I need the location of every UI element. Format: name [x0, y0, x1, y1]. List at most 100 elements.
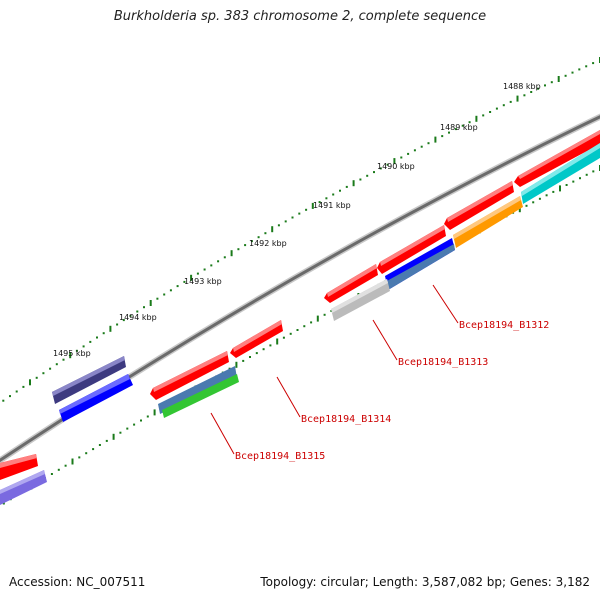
inner-track-major-tick	[153, 409, 156, 416]
outer-track-dot	[82, 345, 85, 348]
outer-track-dot	[62, 358, 65, 361]
gene-block-upper-1[interactable]	[444, 181, 514, 230]
outer-track-dot	[585, 65, 588, 68]
gene-block-upper-4[interactable]	[230, 320, 283, 358]
gene-block-upper-5[interactable]	[150, 351, 229, 400]
outer-track-dot	[291, 216, 294, 219]
inner-track-dot	[310, 321, 313, 324]
outer-track-dot	[196, 272, 199, 275]
inner-track-dot	[50, 473, 53, 475]
gene-block-lower-left[interactable]	[0, 470, 47, 505]
inner-track-dot	[242, 359, 245, 362]
outer-track-dot	[544, 84, 546, 87]
outer-track-dot	[530, 91, 533, 93]
outer-track-dot	[448, 131, 450, 134]
inner-track-dot	[262, 348, 265, 351]
inner-track-dot	[545, 194, 548, 197]
outer-track-dot	[2, 399, 5, 402]
outer-track-major-tick	[69, 352, 72, 359]
outer-track-dot	[264, 232, 267, 235]
leader-line-b1312	[432, 284, 459, 324]
inner-track-dot	[525, 204, 528, 207]
gene-label-b1315[interactable]: Bcep18194_B1315	[235, 451, 325, 462]
outer-track-dot	[35, 376, 38, 379]
outer-track-major-tick	[230, 250, 233, 257]
outer-track-dot	[489, 111, 492, 113]
outer-track-dot	[89, 340, 92, 343]
outer-track-major-tick	[516, 95, 519, 102]
outer-track-dot	[210, 264, 213, 267]
gene-block-upper-right[interactable]	[514, 130, 600, 187]
gene-block-lower-blue-2[interactable]	[59, 374, 133, 422]
outer-track-major-tick	[434, 136, 437, 143]
outer-track-dot	[339, 189, 341, 192]
outer-track-dot	[102, 332, 105, 335]
gene-block-lower-blue-1[interactable]	[385, 238, 455, 290]
gene-label-b1314[interactable]: Bcep18194_B1314	[301, 414, 391, 425]
outer-track-dot	[550, 81, 553, 84]
gene-block-lower-cyan[interactable]	[521, 143, 600, 204]
inner-track-dot	[119, 431, 122, 434]
inner-track-major-tick	[559, 185, 561, 192]
gene-block-lower-grey[interactable]	[331, 279, 390, 321]
inner-track-dot	[323, 313, 326, 316]
outer-track-dot	[407, 152, 410, 155]
inner-track-major-tick	[276, 338, 279, 345]
outer-track-dot	[223, 256, 226, 259]
outer-track-dot	[96, 336, 98, 339]
inner-track-dot	[572, 180, 575, 183]
inner-track-dot	[133, 423, 136, 426]
accession-label: Accession: NC_007511	[9, 575, 146, 589]
outer-track-major-tick	[149, 300, 152, 306]
outer-track-major-tick	[475, 115, 478, 122]
outer-track-dot	[156, 297, 159, 300]
inner-track-dot	[296, 329, 299, 331]
inner-track-dot	[146, 415, 149, 418]
outer-track-dot	[136, 310, 139, 313]
tick-label-1489: 1489 kbp	[440, 123, 478, 132]
outer-track-dot	[75, 349, 78, 352]
gene-block-upper-2[interactable]	[377, 225, 446, 274]
outer-track-dot	[468, 121, 471, 124]
inner-track-dot	[92, 448, 95, 451]
outer-track-dot	[183, 280, 186, 283]
outer-track-dot	[305, 208, 308, 211]
outer-track-dot	[495, 107, 498, 110]
outer-track-dot	[400, 156, 403, 159]
gene-block-upper-left[interactable]	[0, 454, 38, 480]
inner-track-dot	[303, 325, 306, 328]
outer-track-dot	[163, 293, 166, 296]
outer-track-dot	[502, 104, 505, 107]
outer-track-dot	[318, 201, 321, 204]
outer-track-major-tick	[190, 274, 193, 281]
genome-stats-label: Topology: circular; Length: 3,587,082 bp…	[260, 575, 590, 589]
gene-block-lower-orange[interactable]	[453, 196, 523, 248]
outer-track-dot	[578, 68, 581, 71]
outer-track-dot	[564, 74, 567, 77]
gene-label-b1313[interactable]: Bcep18194_B1313	[398, 357, 488, 368]
gene-block-upper-6[interactable]	[52, 356, 126, 404]
inner-track-major-tick	[235, 361, 238, 368]
outer-track-dot	[298, 212, 301, 215]
outer-track-major-tick	[352, 180, 355, 187]
gene-block-lower-steel[interactable]	[158, 366, 239, 418]
leader-line-b1314	[276, 376, 301, 418]
outer-track-major-tick	[557, 76, 560, 82]
outer-track-dot	[122, 319, 125, 322]
genome-backbone-shadow	[0, 115, 600, 463]
inner-track-major-tick	[316, 315, 319, 322]
outer-track-major-tick	[109, 325, 112, 332]
inner-track-major-tick	[518, 206, 521, 213]
outer-track-dot	[373, 171, 375, 174]
inner-track-dot	[98, 444, 101, 446]
outer-track-dot	[257, 236, 260, 239]
inner-track-major-tick	[112, 433, 115, 440]
map-title: Burkholderia sp. 383 chromosome 2, compl…	[113, 9, 487, 24]
gene-label-b1312[interactable]: Bcep18194_B1312	[459, 320, 549, 331]
inner-track-dot	[249, 356, 251, 358]
outer-track-dot	[571, 71, 574, 74]
outer-track-dot	[9, 395, 11, 398]
outer-track-dot	[420, 145, 423, 148]
outer-track-major-tick	[311, 202, 314, 209]
gene-block-upper-3[interactable]	[324, 264, 378, 303]
